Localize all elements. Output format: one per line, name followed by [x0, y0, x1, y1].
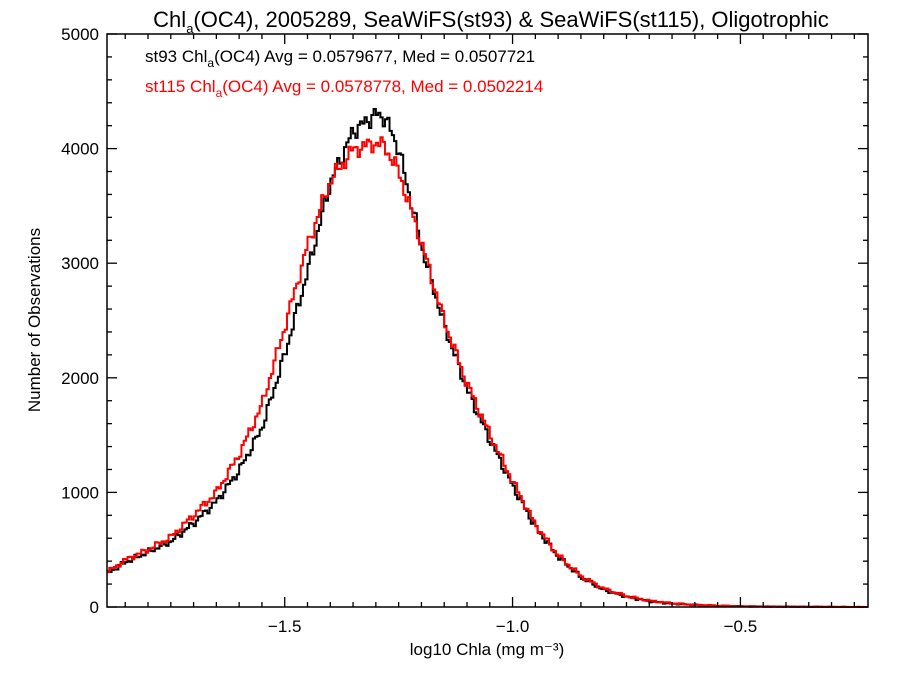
x-tick-label: −1.5	[268, 617, 302, 636]
series-line-1	[107, 136, 868, 608]
chart-title: Chla(OC4), 2005289, SeaWiFS(st93) & SeaW…	[153, 7, 829, 36]
series-line-0	[107, 108, 868, 608]
annotation-st115: st115 Chla(OC4) Avg = 0.0578778, Med = 0…	[145, 77, 543, 100]
y-tick-label: 3000	[61, 254, 99, 273]
y-tick-label: 1000	[61, 483, 99, 502]
y-tick-label: 5000	[61, 25, 99, 44]
x-tick-label: −0.5	[724, 617, 758, 636]
tick-layer: −1.5 −1.0 −0.5 0 1000 2000 3000 4000 5000	[61, 25, 868, 636]
y-axis-label: Number of Observations	[25, 228, 44, 412]
x-axis-label: log10 Chla (mg m⁻³)	[410, 640, 564, 659]
y-tick-label: 4000	[61, 140, 99, 159]
series-layer	[107, 108, 868, 608]
x-tick-label: −1.0	[496, 617, 530, 636]
y-tick-label: 2000	[61, 369, 99, 388]
y-tick-label: 0	[90, 598, 99, 617]
plot-frame	[106, 33, 869, 608]
annotation-st93: st93 Chla(OC4) Avg = 0.0579677, Med = 0.…	[145, 47, 535, 70]
